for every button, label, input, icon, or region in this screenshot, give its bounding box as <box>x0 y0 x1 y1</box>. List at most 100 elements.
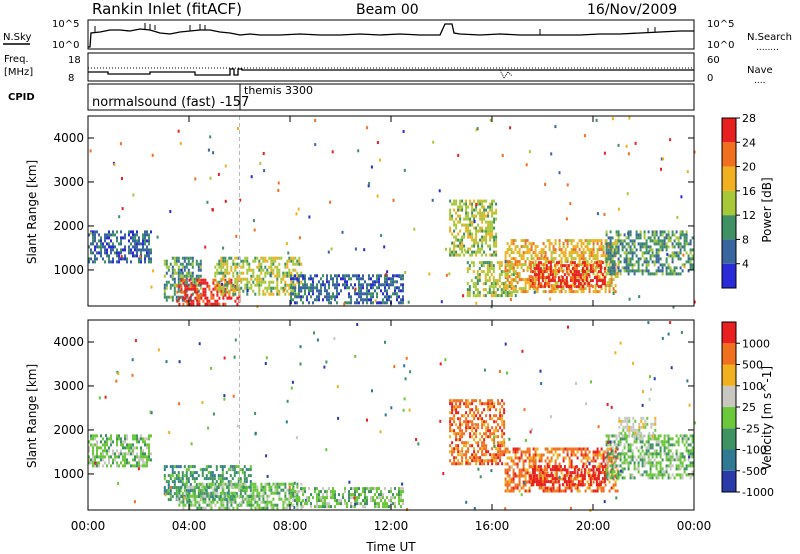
echo-cell <box>173 471 176 475</box>
echo-cell <box>210 482 213 486</box>
echo-cell <box>173 289 176 293</box>
echo-cell <box>334 499 336 503</box>
echo-cell <box>268 500 271 504</box>
echo-cell <box>661 239 664 243</box>
echo-cell <box>475 414 478 418</box>
echo-cell <box>366 292 368 296</box>
echo-cell <box>276 506 279 510</box>
echo-cell <box>187 477 190 481</box>
echo-cell <box>283 288 286 292</box>
echo-cell <box>270 506 273 510</box>
echo-cell <box>586 480 589 484</box>
echo-cell <box>182 278 185 282</box>
echo-cell <box>531 282 534 286</box>
echo-cell <box>274 274 277 278</box>
echo-cell <box>615 248 618 252</box>
echo-cell <box>218 289 221 293</box>
echo-cell <box>581 267 584 271</box>
echo-cell <box>605 248 608 252</box>
echo-cell <box>292 482 295 486</box>
echo-cell <box>173 492 176 496</box>
y-tick-label: 4000 <box>53 131 84 145</box>
echo-cell <box>609 464 612 468</box>
echo-cell <box>522 239 525 243</box>
echo-cell <box>516 462 519 466</box>
echo-cell <box>120 251 122 255</box>
echo-cell <box>585 264 588 268</box>
echo-cell <box>568 483 571 487</box>
echo-cell <box>526 450 529 454</box>
echo-cell <box>662 157 665 161</box>
echo-cell <box>250 175 253 179</box>
echo-cell <box>165 295 168 299</box>
echo-cell <box>633 272 636 276</box>
echo-cell <box>184 503 187 507</box>
echo-cell <box>492 282 495 286</box>
echo-cell <box>532 465 535 469</box>
echo-cell <box>471 244 474 248</box>
echo-cell <box>463 453 466 457</box>
echo-cell <box>104 233 106 237</box>
echo-cell <box>112 461 114 465</box>
echo-cell <box>334 493 336 497</box>
echo-cell <box>228 506 231 510</box>
echo-cell <box>611 254 614 258</box>
echo-cell <box>543 267 546 271</box>
echo-cell <box>612 292 615 295</box>
echo-cell <box>186 302 189 306</box>
echo-cell <box>655 254 658 258</box>
echo-cell <box>549 267 552 271</box>
echo-cell <box>529 474 532 478</box>
echo-cell <box>194 290 197 294</box>
echo-cell <box>487 205 490 209</box>
echo-cell <box>465 214 468 218</box>
echo-cell <box>516 450 519 454</box>
echo-cell <box>266 268 269 272</box>
echo-cell <box>179 489 182 493</box>
echo-cell <box>106 443 108 447</box>
echo-cell <box>570 257 573 261</box>
echo-cell <box>524 480 527 484</box>
echo-cell <box>467 247 470 251</box>
echo-cell <box>518 263 521 267</box>
echo-cell <box>292 268 295 272</box>
echo-cell <box>326 490 328 494</box>
echo-cell <box>671 242 674 246</box>
echo-cell <box>683 236 686 240</box>
echo-cell <box>591 279 594 283</box>
echo-cell <box>623 245 626 249</box>
echo-cell <box>142 464 144 468</box>
echo-cell <box>302 493 304 497</box>
echo-cell <box>547 276 550 280</box>
echo-cell <box>223 495 226 499</box>
echo-cell <box>126 260 128 264</box>
echo-cell <box>615 455 618 459</box>
echo-cell <box>564 239 567 243</box>
echo-cell <box>256 494 259 498</box>
echo-cell <box>222 500 225 504</box>
echo-cell <box>96 230 98 234</box>
echo-cell <box>506 269 509 273</box>
echo-cell <box>687 269 690 273</box>
echo-cell <box>546 486 549 490</box>
echo-cell <box>380 493 382 497</box>
echo-cell <box>247 498 250 502</box>
echo-cell <box>617 251 620 255</box>
echo-cell <box>491 462 494 466</box>
echo-cell <box>637 242 640 246</box>
echo-cell <box>249 468 252 472</box>
echo-cell <box>128 245 130 249</box>
echo-cell <box>224 256 227 260</box>
echo-cell <box>358 301 360 305</box>
echo-cell <box>627 272 630 276</box>
echo-cell <box>205 489 208 493</box>
echo-cell <box>455 211 458 215</box>
echo-cell <box>173 486 176 490</box>
echo-cell <box>576 275 579 279</box>
echo-cell <box>501 420 504 424</box>
echo-cell <box>611 272 614 276</box>
echo-cell <box>530 275 533 279</box>
echo-cell <box>639 257 642 261</box>
echo-cell <box>643 251 646 255</box>
echo-cell <box>665 260 668 264</box>
